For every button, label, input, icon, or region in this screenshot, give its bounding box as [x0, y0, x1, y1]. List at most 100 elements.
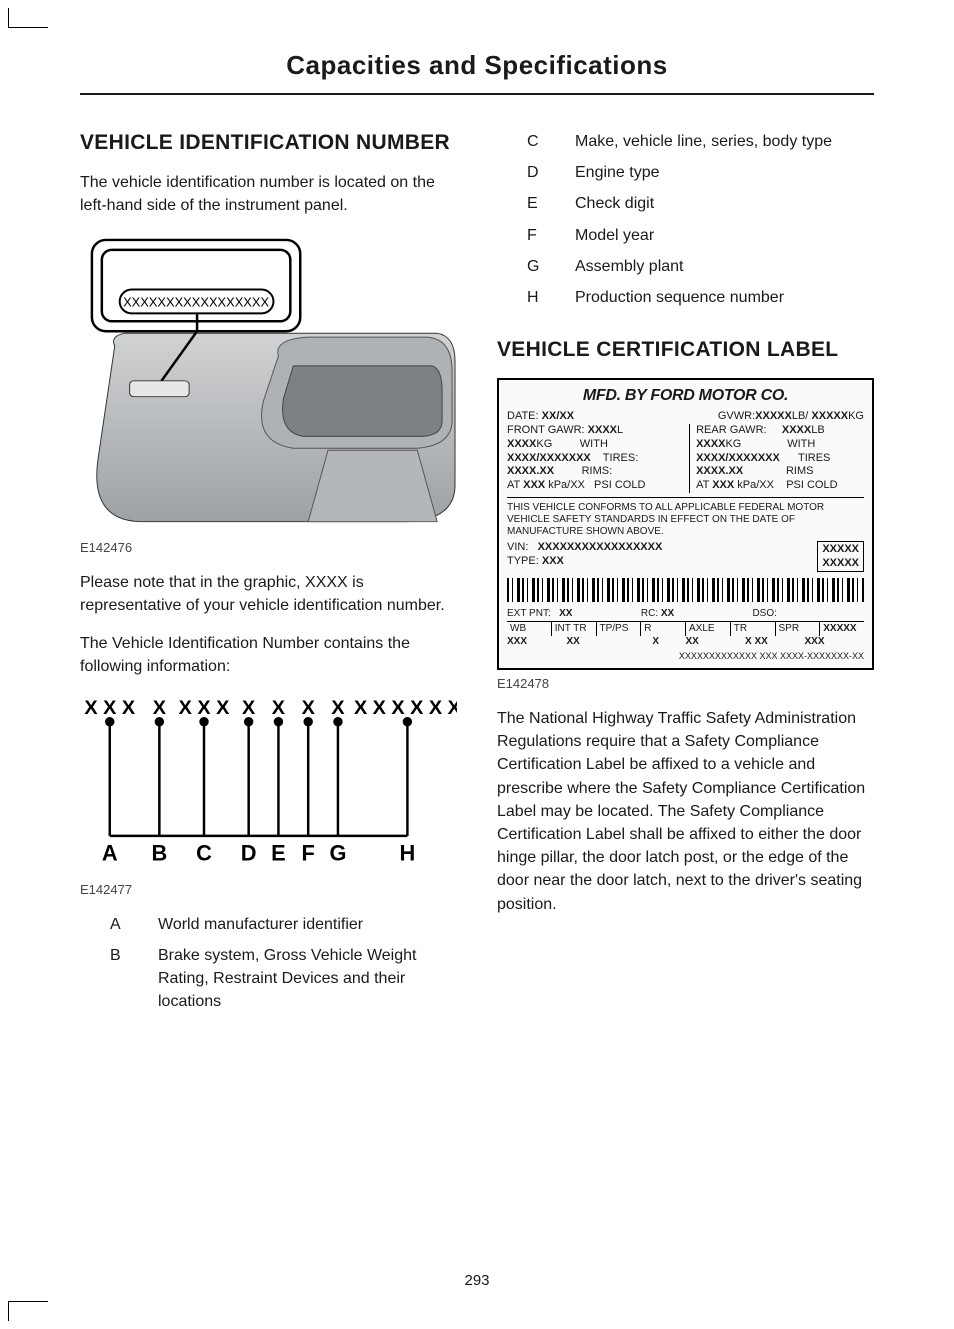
- def-row-c: CMake, vehicle line, series, body type: [527, 130, 874, 153]
- vin-intro-text: The vehicle identification number is loc…: [80, 171, 457, 217]
- cert-fgawr-kgu: KG: [536, 438, 552, 450]
- page-title: Capacities and Specifications: [80, 20, 874, 95]
- cert-with1: WITH: [580, 438, 608, 450]
- cert-box1: XXXXX: [822, 543, 859, 555]
- cert-label-box: MFD. BY FORD MOTOR CO. DATE: XX/XX GVWR:…: [497, 378, 874, 670]
- cert-fpsicold: PSI COLD: [594, 479, 645, 491]
- svg-text:X X X X X X: X X X X X X: [354, 697, 457, 719]
- cert-conform-text: THIS VEHICLE CONFORMS TO ALL APPLICABLE …: [507, 502, 864, 538]
- svg-text:X X X: X X X: [179, 697, 230, 719]
- svg-text:X: X: [272, 697, 286, 719]
- cert-b4: XX: [686, 636, 699, 647]
- cert-extpnt: EXT PNT:: [507, 608, 551, 619]
- svg-text:A: A: [102, 841, 118, 866]
- cert-gvwr-label: GVWR:: [718, 410, 755, 422]
- def-letter: A: [110, 913, 158, 936]
- cert-rgawr-kg: XXXX: [696, 438, 725, 450]
- svg-text:D: D: [241, 841, 257, 866]
- cert-fgawr-kg: XXXX: [507, 438, 536, 450]
- cert-type-label: TYPE:: [507, 555, 539, 567]
- svg-text:G: G: [329, 841, 346, 866]
- page-number: 293: [0, 1272, 954, 1289]
- cert-with2: WITH: [787, 438, 815, 450]
- fig2-caption: E142477: [80, 882, 457, 897]
- cert-frims-l: RIMS:: [582, 465, 613, 477]
- cert-axle: AXLE: [686, 622, 731, 637]
- crop-mark-bl: [8, 1301, 48, 1321]
- vin-contains-text: The Vehicle Identification Number contai…: [80, 632, 457, 678]
- fig1-caption: E142476: [80, 540, 457, 555]
- svg-text:C: C: [196, 841, 212, 866]
- svg-text:X: X: [302, 697, 316, 719]
- cert-gvwr-kg: XXXXX: [811, 410, 848, 422]
- cert-rkpa: kPa/XX: [737, 479, 774, 491]
- def-row-e: ECheck digit: [527, 192, 874, 215]
- cert-front-gawr: FRONT GAWR:: [507, 424, 585, 436]
- two-column-layout: VEHICLE IDENTIFICATION NUMBER The vehicl…: [80, 130, 874, 1021]
- def-letter: G: [527, 255, 575, 278]
- cert-barcode: [507, 578, 864, 602]
- cert-b1: XXX: [507, 636, 527, 647]
- cert-wb: WB: [507, 622, 552, 637]
- crop-mark-tl: [8, 8, 48, 28]
- cert-fat: AT: [507, 479, 520, 491]
- cert-box2: XXXXX: [822, 557, 859, 569]
- cert-fgawr-l: XXXX: [588, 424, 617, 436]
- svg-text:X: X: [153, 697, 167, 719]
- vin-note-text: Please note that in the graphic, XXXX is…: [80, 571, 457, 617]
- cert-b2: XX: [567, 636, 580, 647]
- cert-rc-v: XX: [661, 608, 674, 619]
- cert-b6: XXX: [805, 636, 825, 647]
- cert-b3: X: [652, 636, 659, 647]
- svg-text:X: X: [242, 697, 256, 719]
- def-row-h: HProduction sequence number: [527, 286, 874, 309]
- def-text: Assembly plant: [575, 255, 874, 278]
- svg-text:H: H: [400, 841, 416, 866]
- cert-b5a: X: [745, 636, 752, 647]
- def-text: Brake system, Gross Vehicle Weight Ratin…: [158, 944, 457, 1014]
- def-letter: E: [527, 192, 575, 215]
- def-text: Production sequence number: [575, 286, 874, 309]
- cert-ftires: XXXX/XXXXXXX: [507, 452, 591, 464]
- vin-placeholder-text: XXXXXXXXXXXXXXXXX: [123, 294, 269, 309]
- def-text: World manufacturer identifier: [158, 913, 457, 936]
- cert-rtires: XXXX/XXXXXXX: [696, 452, 780, 464]
- def-letter: D: [527, 161, 575, 184]
- cert-label-figure: MFD. BY FORD MOTOR CO. DATE: XX/XX GVWR:…: [497, 378, 874, 670]
- cert-spr-v: XXXXX: [823, 623, 856, 634]
- cert-vin-label: VIN:: [507, 541, 528, 553]
- cert-rpsicold: PSI COLD: [786, 479, 837, 491]
- svg-text:X X X: X X X: [84, 697, 135, 719]
- cert-ftires-l: TIRES:: [603, 452, 638, 464]
- cert-frims: XXXX.XX: [507, 465, 554, 477]
- cert-date-label: DATE:: [507, 410, 539, 422]
- def-row-f: FModel year: [527, 224, 874, 247]
- def-list-ch: CMake, vehicle line, series, body type DE…: [497, 130, 874, 309]
- def-row-g: GAssembly plant: [527, 255, 874, 278]
- def-row-b: BBrake system, Gross Vehicle Weight Rati…: [110, 944, 457, 1014]
- def-letter: B: [110, 944, 158, 1014]
- cert-body-text: The National Highway Traffic Safety Admi…: [497, 707, 874, 916]
- def-text: Model year: [575, 224, 874, 247]
- right-column: CMake, vehicle line, series, body typeDE…: [497, 130, 874, 1021]
- def-list-ab: AWorld manufacturer identifierBBrake sys…: [80, 913, 457, 1014]
- svg-text:B: B: [151, 841, 167, 866]
- cert-spr: SPR: [776, 622, 821, 637]
- def-text: Engine type: [575, 161, 874, 184]
- cert-heading: VEHICLE CERTIFICATION LABEL: [497, 337, 874, 362]
- cert-rgawr-lu: LB: [811, 424, 824, 436]
- cert-footer: XXXXXXXXXXXXX XXX XXXX-XXXXXXX-XX: [507, 651, 864, 662]
- vin-breakout-svg: X X XXX X XXXXXX X X X X X ABCDEFGH: [80, 692, 457, 871]
- def-text: Make, vehicle line, series, body type: [575, 130, 874, 153]
- fig3-caption: E142478: [497, 676, 874, 691]
- svg-text:F: F: [302, 841, 315, 866]
- cert-rpsi: XXX: [712, 479, 734, 491]
- cert-fpsi: XXX: [523, 479, 545, 491]
- vin-breakout-figure: X X XXX X XXXXXX X X X X X ABCDEFGH: [80, 692, 457, 876]
- cert-gvwr-lb: XXXXX: [755, 410, 792, 422]
- cert-fkpa: kPa/XX: [548, 479, 585, 491]
- cert-rrims: XXXX.XX: [696, 465, 743, 477]
- left-column: VEHICLE IDENTIFICATION NUMBER The vehicl…: [80, 130, 457, 1021]
- def-row-a: AWorld manufacturer identifier: [110, 913, 457, 936]
- def-letter: F: [527, 224, 575, 247]
